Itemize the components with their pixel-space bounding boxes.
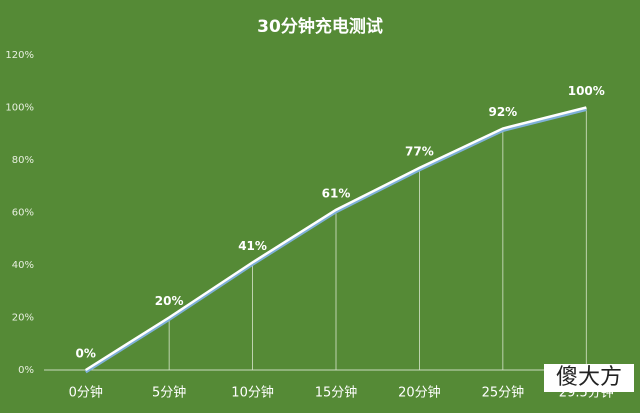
value-label: 77% xyxy=(405,144,434,158)
line-shadow xyxy=(84,108,587,374)
x-tick-label: 15分钟 xyxy=(315,385,358,401)
line xyxy=(85,106,587,372)
x-tick-label: 10分钟 xyxy=(231,385,274,401)
value-label: 41% xyxy=(238,239,267,253)
watermark-box xyxy=(544,364,634,392)
watermark: 傻大方 xyxy=(556,365,622,390)
value-label: 0% xyxy=(76,347,96,361)
x-tick-label: 5分钟 xyxy=(152,385,186,401)
value-label: 61% xyxy=(322,186,351,200)
y-tick-label: 0% xyxy=(18,365,34,376)
y-tick-label: 60% xyxy=(12,208,34,219)
y-tick-label: 100% xyxy=(5,103,34,114)
chart-title: 30分钟充电测试 xyxy=(257,16,383,37)
value-label: 100% xyxy=(568,84,605,98)
value-label: 92% xyxy=(488,105,517,119)
y-tick-label: 120% xyxy=(5,50,34,61)
y-tick-label: 80% xyxy=(12,155,34,166)
y-tick-label: 40% xyxy=(12,260,34,271)
x-tick-label: 20分钟 xyxy=(398,385,441,401)
x-tick-label: 25分钟 xyxy=(482,385,525,401)
y-tick-label: 20% xyxy=(12,313,34,324)
value-label: 20% xyxy=(155,294,184,308)
x-tick-label: 0分钟 xyxy=(69,385,103,401)
